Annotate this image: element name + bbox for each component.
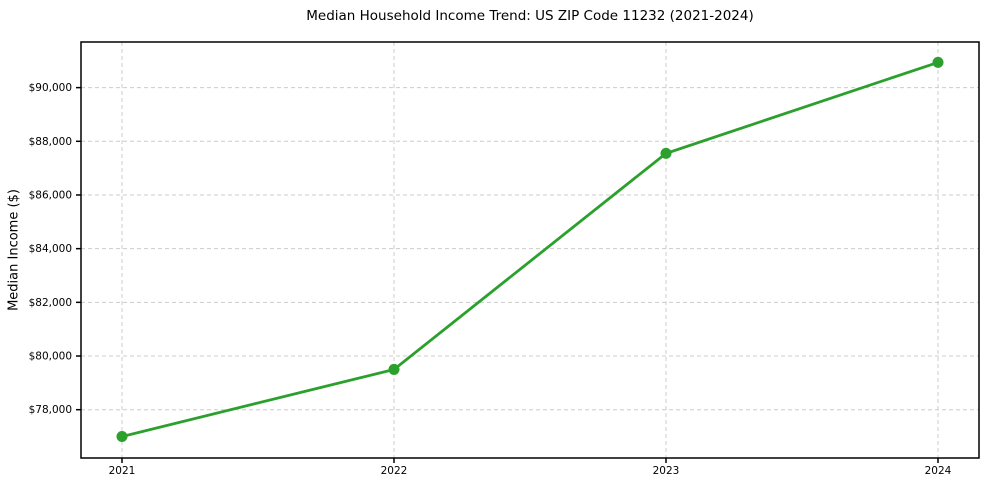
x-tick-label: 2022: [381, 465, 408, 477]
y-tick-label: $90,000: [29, 82, 72, 94]
data-point: [932, 56, 944, 68]
y-tick-label: $80,000: [29, 351, 72, 363]
x-tick-label: 2021: [109, 465, 136, 477]
x-tick-label: 2023: [653, 465, 680, 477]
trend-line: [120, 60, 940, 438]
chart-title: Median Household Income Trend: US ZIP Co…: [306, 8, 754, 24]
x-tick-label: 2024: [925, 465, 952, 477]
y-tick-label: $82,000: [29, 297, 72, 309]
y-tick-label: $84,000: [29, 243, 72, 255]
data-point: [388, 363, 400, 375]
y-tick-label: $78,000: [29, 404, 72, 416]
y-tick-label: $86,000: [29, 189, 72, 201]
plot-border: [80, 41, 980, 459]
data-point: [116, 431, 128, 443]
data-point: [660, 147, 672, 159]
y-tick-label: $88,000: [29, 136, 72, 148]
